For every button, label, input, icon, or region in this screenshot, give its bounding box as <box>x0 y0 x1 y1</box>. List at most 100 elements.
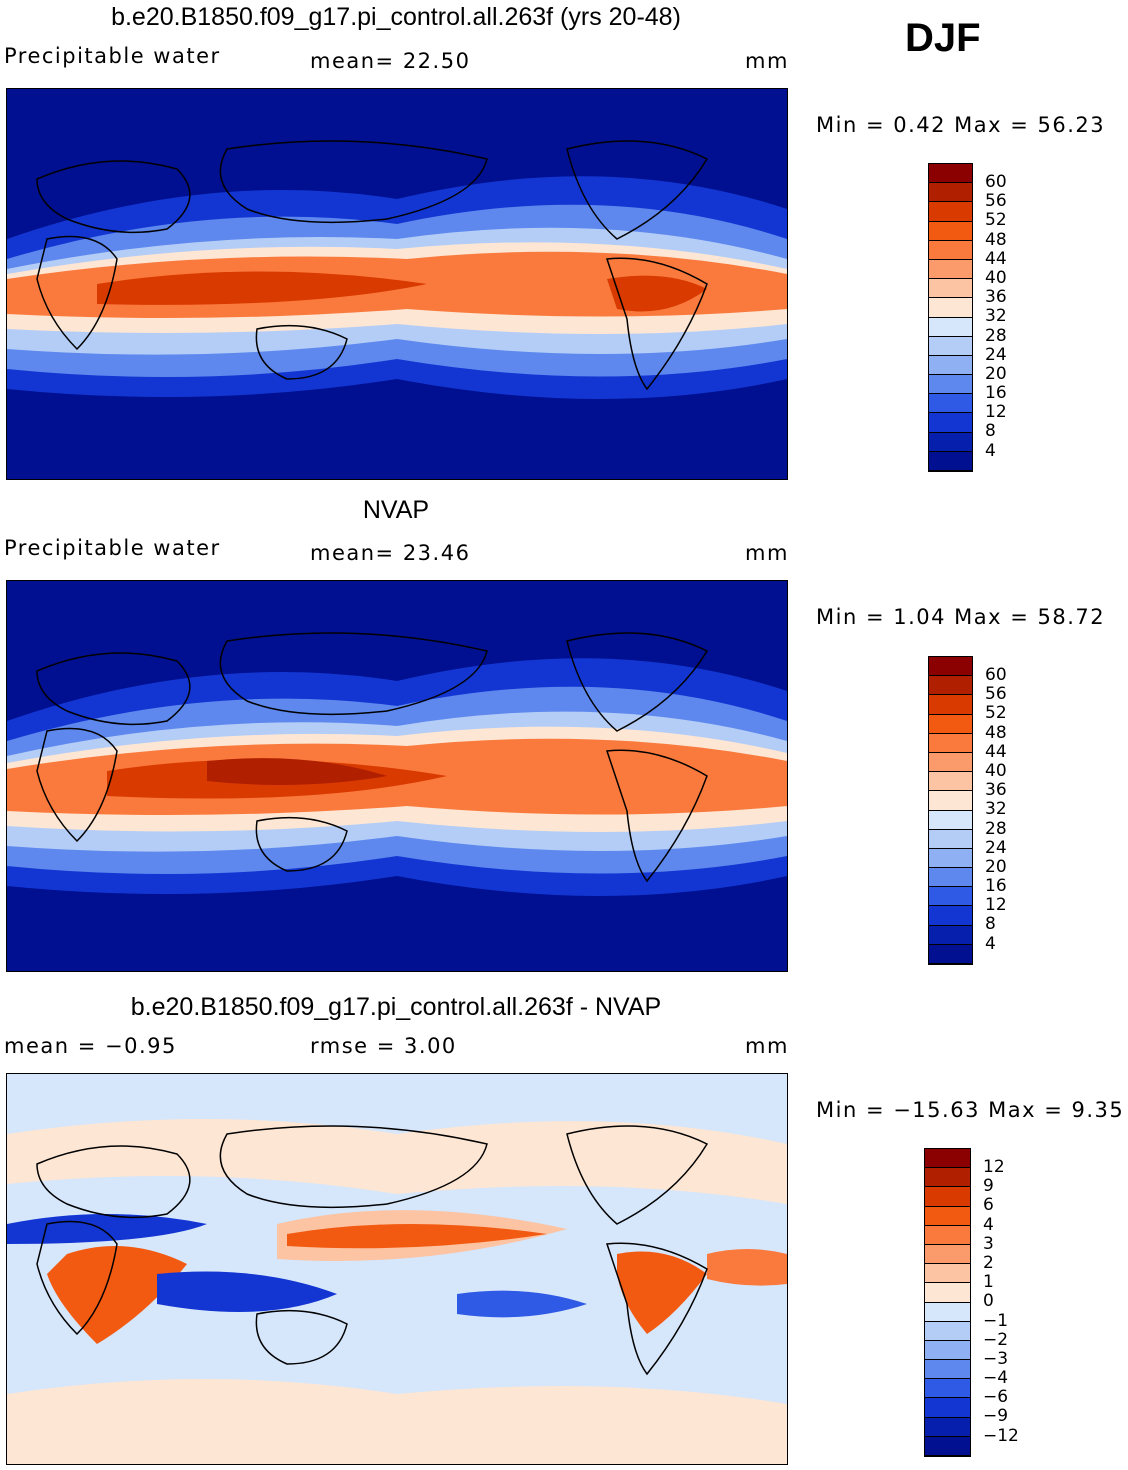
colorbar-tick-label: 16 <box>985 876 1007 897</box>
panel-3-mean-label: mean = −0.95 <box>4 1034 177 1058</box>
colorbar-swatch <box>929 298 972 318</box>
colorbar-tick-label: 44 <box>985 741 1007 762</box>
colorbar-swatch <box>925 1436 970 1456</box>
colorbar-swatch <box>929 202 972 222</box>
colorbar-tick-label: 52 <box>985 703 1007 724</box>
colorbar-swatch <box>929 375 972 395</box>
panel-2-units: mm <box>745 541 789 565</box>
panel-1-minmax: Min = 0.42 Max = 56.23 <box>816 113 1106 137</box>
panel-1-variable-label: Precipitable water <box>4 44 221 68</box>
panel-3-colorbar <box>924 1148 971 1457</box>
colorbar-swatch <box>925 1225 970 1245</box>
colorbar-tick-label: −12 <box>983 1425 1019 1446</box>
colorbar-swatch <box>929 259 972 280</box>
colorbar-swatch <box>929 317 972 337</box>
colorbar-swatch <box>929 906 972 926</box>
panel-2-minmax: Min = 1.04 Max = 58.72 <box>816 605 1106 629</box>
colorbar-swatch <box>929 394 972 414</box>
colorbar-swatch <box>929 451 972 471</box>
panel-1-colorbar <box>928 163 973 472</box>
colorbar-swatch <box>925 1187 970 1207</box>
colorbar-tick-label: 28 <box>985 325 1007 346</box>
colorbar-tick-label: 12 <box>983 1157 1005 1177</box>
colorbar-tick-label: 24 <box>985 344 1007 365</box>
panel-1-map <box>6 88 788 480</box>
colorbar-tick-label: 16 <box>985 383 1007 404</box>
panel-3-title: b.e20.B1850.f09_g17.pi_control.all.263f … <box>130 993 662 1021</box>
colorbar-swatch <box>925 1206 970 1226</box>
colorbar-tick-label: 20 <box>985 856 1007 877</box>
panel-2-colorbar <box>928 656 973 965</box>
colorbar-swatch <box>925 1264 970 1284</box>
colorbar-swatch <box>925 1302 970 1322</box>
panel-3-minmax: Min = −15.63 Max = 9.35 <box>816 1098 1125 1122</box>
panel-1-mean-label: mean= 22.50 <box>310 49 471 73</box>
colorbar-swatch <box>929 432 972 452</box>
colorbar-tick-label: −2 <box>983 1329 1009 1350</box>
colorbar-swatch <box>925 1379 970 1399</box>
colorbar-swatch <box>925 1340 970 1361</box>
panel-2-title: NVAP <box>362 496 430 524</box>
colorbar-tick-label: 44 <box>985 248 1007 269</box>
colorbar-swatch <box>925 1168 970 1188</box>
colorbar-tick-label: 9 <box>983 1176 994 1197</box>
colorbar-swatch <box>929 714 972 734</box>
colorbar-tick-label: −3 <box>983 1348 1009 1369</box>
colorbar-swatch <box>925 1360 970 1380</box>
panel-3-map <box>6 1073 788 1465</box>
colorbar-tick-label: −6 <box>983 1387 1009 1408</box>
colorbar-swatch <box>929 944 972 964</box>
colorbar-swatch <box>925 1244 970 1265</box>
colorbar-swatch <box>929 791 972 811</box>
panel-3-units: mm <box>745 1034 789 1058</box>
panel-2-map <box>6 580 788 972</box>
colorbar-tick-label: 4 <box>985 440 996 461</box>
colorbar-tick-label: 4 <box>983 1214 994 1235</box>
colorbar-tick-label: 48 <box>985 229 1007 250</box>
colorbar-swatch <box>929 868 972 888</box>
colorbar-tick-label: 48 <box>985 722 1007 743</box>
colorbar-swatch <box>925 1283 970 1303</box>
colorbar-tick-label: 40 <box>985 267 1007 288</box>
colorbar-tick-label: 12 <box>985 402 1007 423</box>
colorbar-tick-label: 8 <box>985 914 996 935</box>
colorbar-swatch <box>929 413 972 433</box>
colorbar-swatch <box>929 925 972 945</box>
colorbar-tick-label: 60 <box>985 172 1007 192</box>
colorbar-swatch <box>929 848 972 869</box>
colorbar-swatch <box>929 279 972 299</box>
colorbar-tick-label: 32 <box>985 306 1007 327</box>
colorbar-swatch <box>929 772 972 792</box>
colorbar-swatch <box>929 829 972 849</box>
colorbar-tick-label: 0 <box>983 1291 994 1312</box>
colorbar-tick-label: 36 <box>985 287 1007 308</box>
colorbar-tick-label: 2 <box>983 1252 994 1273</box>
season-label: DJF <box>905 16 981 60</box>
colorbar-swatch <box>929 676 972 696</box>
colorbar-tick-label: 6 <box>983 1195 994 1216</box>
panel-3-rmse-label: rmse = 3.00 <box>310 1034 457 1058</box>
colorbar-swatch <box>929 183 972 203</box>
colorbar-swatch <box>925 1321 970 1341</box>
colorbar-tick-label: 36 <box>985 780 1007 801</box>
panel-2-variable-label: Precipitable water <box>4 536 221 560</box>
colorbar-swatch <box>929 887 972 907</box>
colorbar-swatch <box>929 657 972 677</box>
colorbar-tick-label: 56 <box>985 684 1007 705</box>
colorbar-tick-label: 24 <box>985 837 1007 858</box>
colorbar-swatch <box>925 1398 970 1418</box>
panel-1-units: mm <box>745 49 789 73</box>
colorbar-tick-label: 12 <box>985 895 1007 916</box>
colorbar-tick-label: 32 <box>985 799 1007 820</box>
colorbar-tick-label: 52 <box>985 210 1007 231</box>
colorbar-tick-label: −9 <box>983 1406 1009 1427</box>
colorbar-swatch <box>929 164 972 184</box>
colorbar-tick-label: 60 <box>985 665 1007 685</box>
colorbar-swatch <box>925 1149 970 1169</box>
colorbar-swatch <box>929 695 972 715</box>
colorbar-tick-label: 56 <box>985 191 1007 212</box>
panel-1-title: b.e20.B1850.f09_g17.pi_control.all.263f … <box>111 3 681 31</box>
colorbar-tick-label: 28 <box>985 818 1007 839</box>
colorbar-swatch <box>929 355 972 376</box>
colorbar-swatch <box>929 221 972 241</box>
